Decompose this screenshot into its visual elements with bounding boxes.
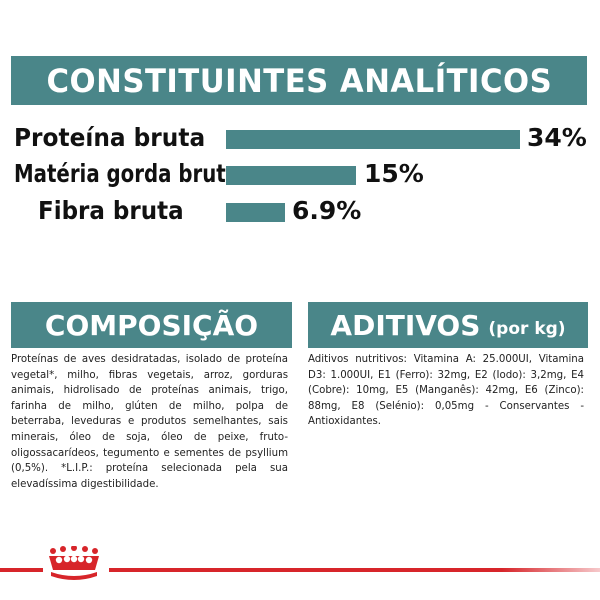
row-fiber: Fibra bruta 6.9%: [0, 195, 600, 227]
analytical-title: CONSTITUINTES ANALÍTICOS: [46, 61, 552, 100]
composition-title: COMPOSIÇÃO: [44, 308, 259, 342]
value-protein: 34%: [527, 123, 587, 152]
additives-header: ADITIVOS (por kg): [308, 302, 588, 348]
footer-line-right: [109, 568, 600, 572]
label-fiber: Fibra bruta: [38, 196, 184, 225]
label-fat: Matéria gorda bruta: [14, 159, 240, 188]
row-fat: Matéria gorda bruta 15%: [0, 158, 600, 190]
bar-fat: [226, 166, 356, 185]
bar-fiber: [226, 203, 285, 222]
bar-protein: [226, 130, 520, 149]
label-protein: Proteína bruta: [14, 123, 206, 152]
analytical-header: CONSTITUINTES ANALÍTICOS: [11, 56, 587, 105]
crown-icon: [49, 546, 99, 580]
composition-header: COMPOSIÇÃO: [11, 302, 292, 348]
composition-text: Proteínas de aves desidratadas, isolado …: [11, 354, 288, 490]
value-fat: 15%: [364, 159, 424, 188]
additives-unit: (por kg): [488, 319, 566, 339]
row-protein: Proteína bruta 34%: [0, 122, 600, 154]
footer-line-left: [0, 568, 43, 572]
additives-text: Aditivos nutritivos: Vitamina A: 25.000U…: [308, 354, 584, 428]
additives-title: ADITIVOS: [330, 308, 481, 342]
value-fiber: 6.9%: [292, 196, 362, 225]
